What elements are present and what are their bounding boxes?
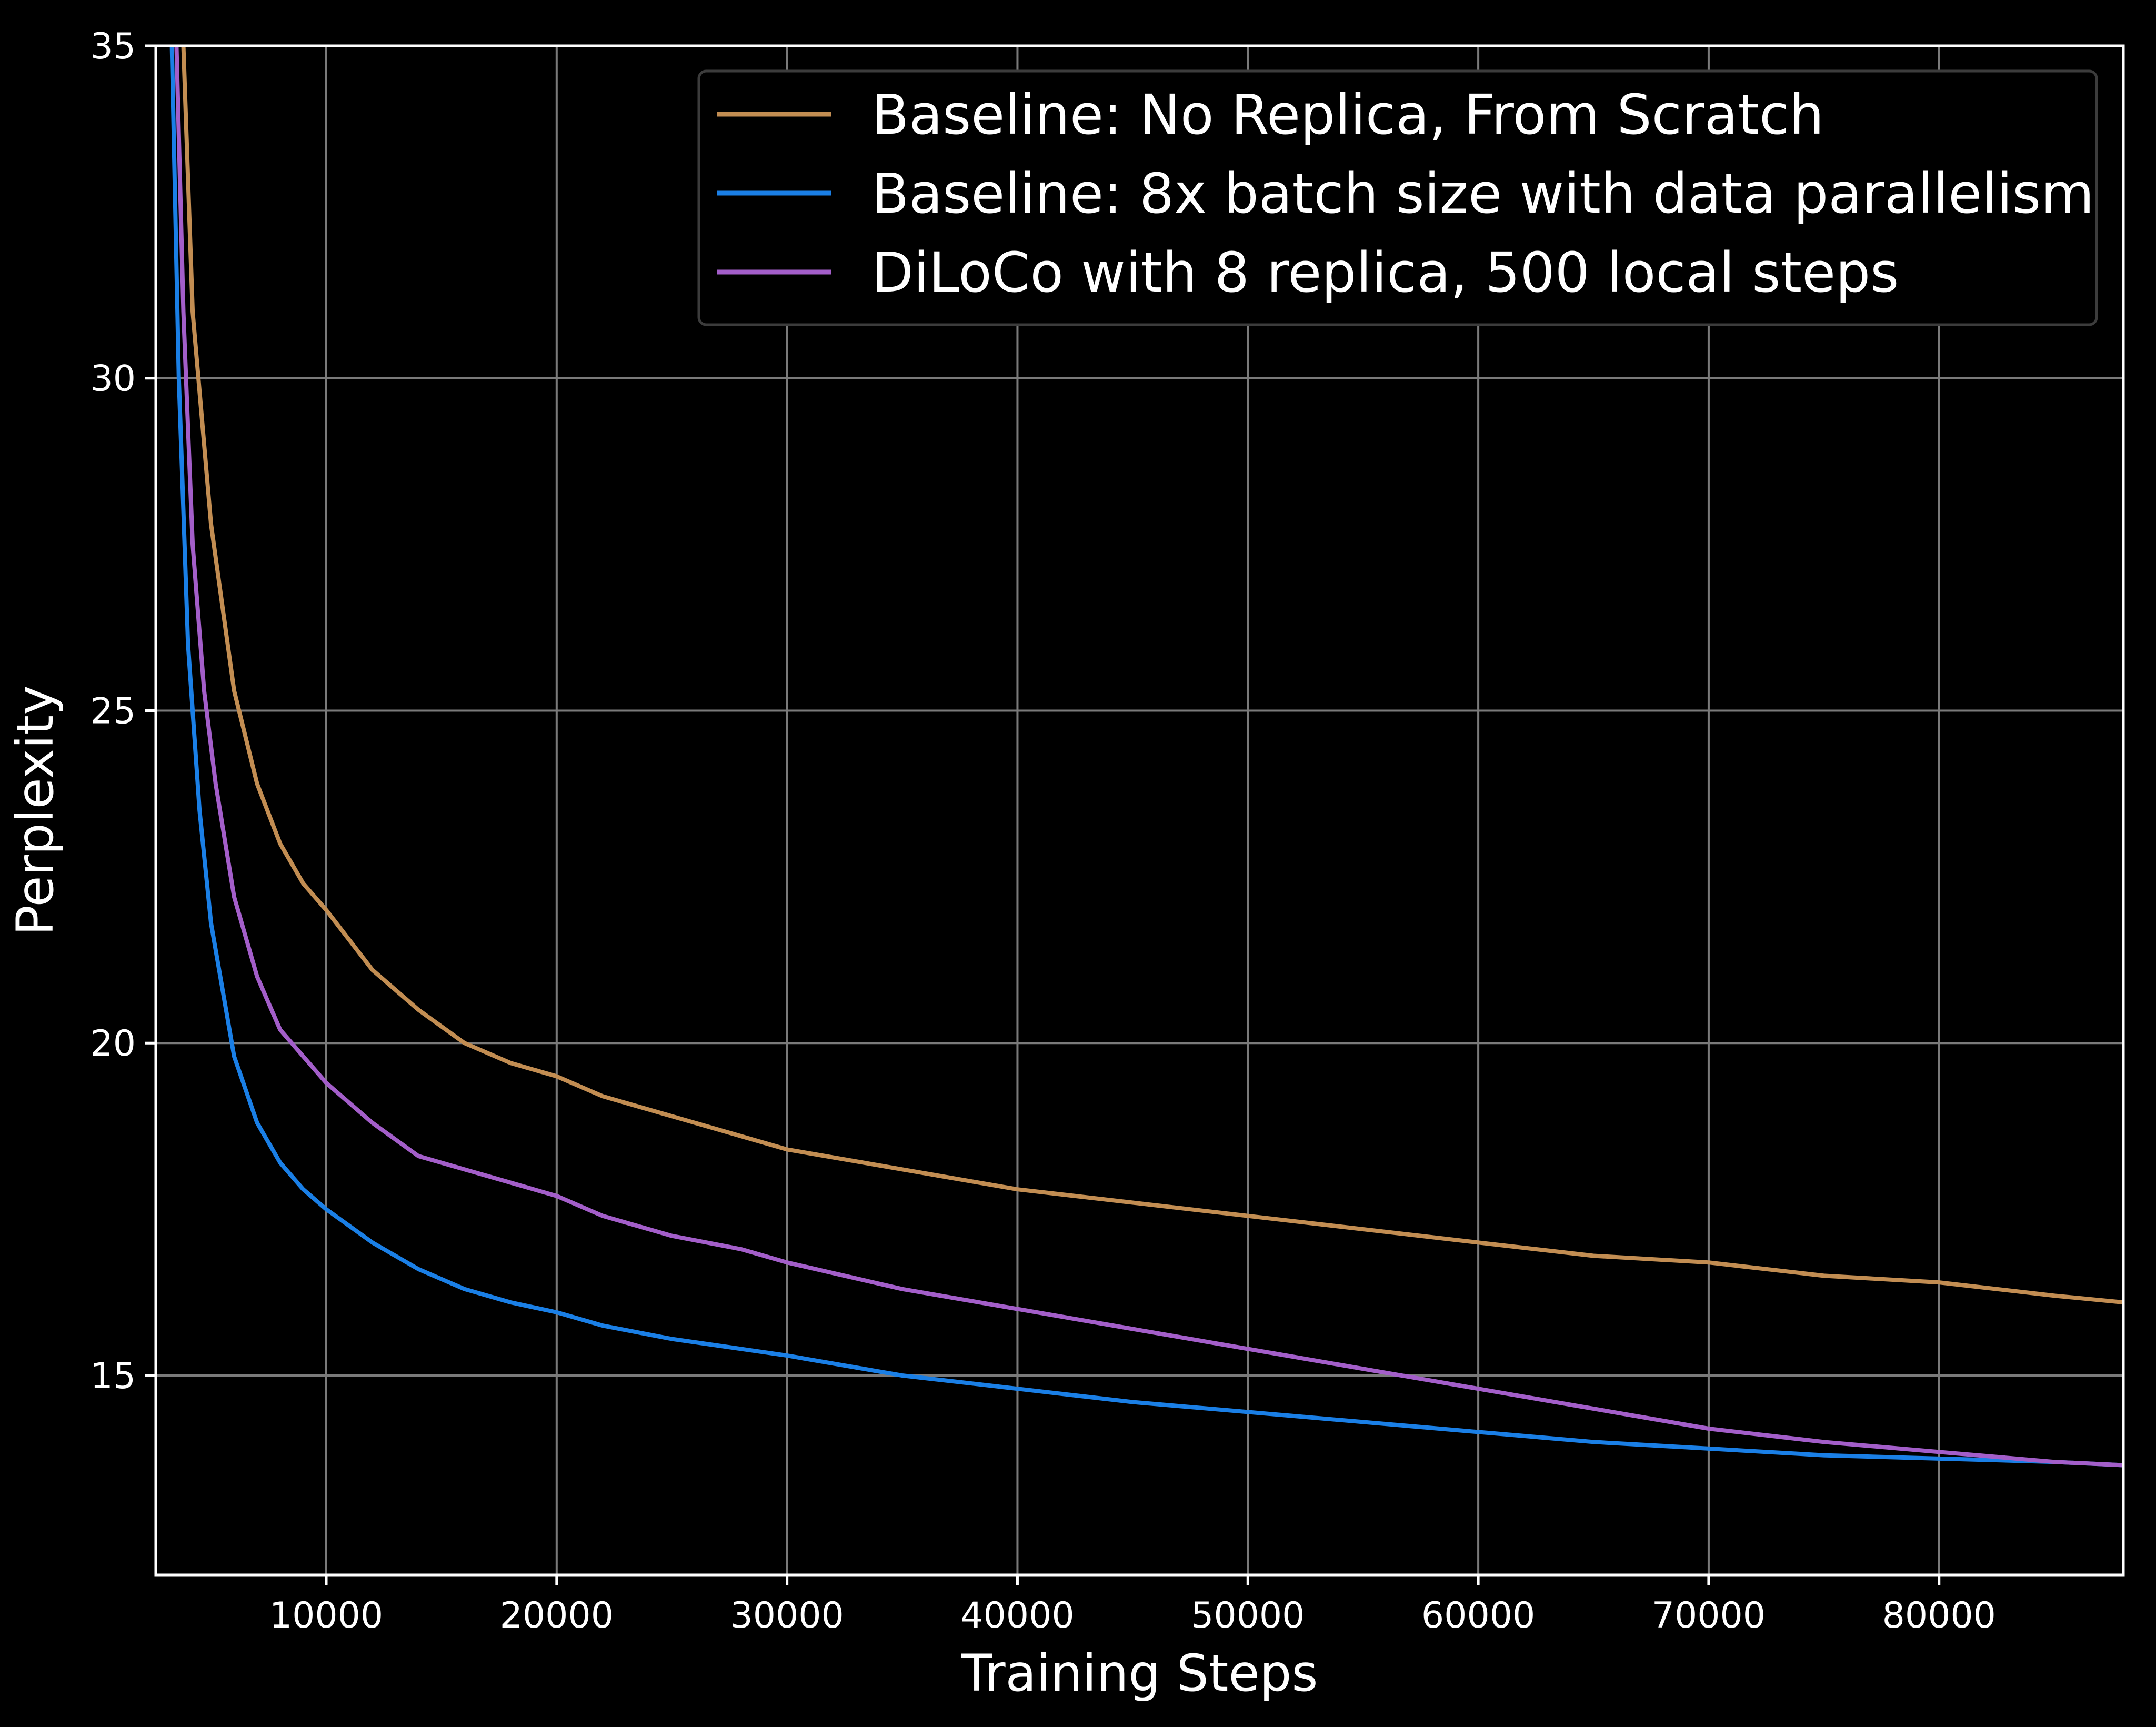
y-tick-label: 15 xyxy=(90,1356,136,1397)
y-tick-label: 30 xyxy=(90,358,136,400)
x-tick-label: 10000 xyxy=(269,1595,383,1636)
series-line-3 xyxy=(174,46,2123,1468)
x-axis-label: Training Steps xyxy=(961,1644,1318,1703)
legend-label-3: DiLoCo with 8 replica, 500 local steps xyxy=(871,240,1899,305)
tick-layer: 10000 20000 30000 40000 50000 60000 70000 80000… xyxy=(90,26,1995,1636)
legend: Baseline: No Replica, From Scratch Baseli… xyxy=(697,69,2098,326)
y-tick-label: 35 xyxy=(90,26,136,67)
x-tick-label: 50000 xyxy=(1191,1595,1305,1636)
x-tick-label: 40000 xyxy=(960,1595,1074,1636)
x-tick-label: 70000 xyxy=(1652,1595,1766,1636)
series-line-2 xyxy=(169,46,2123,1468)
x-tick-label: 80000 xyxy=(1882,1595,1996,1636)
y-axis-label: Perplexity xyxy=(6,685,65,936)
y-tick-label: 25 xyxy=(90,690,136,732)
x-tick-label: 60000 xyxy=(1421,1595,1535,1636)
x-tick-label: 30000 xyxy=(730,1595,844,1636)
x-tick-label: 20000 xyxy=(500,1595,614,1636)
legend-label-2: Baseline: 8x batch size with data parall… xyxy=(871,162,2094,226)
legend-label-1: Baseline: No Replica, From Scratch xyxy=(871,83,1824,147)
series-line-1 xyxy=(181,46,2123,1304)
legend-box xyxy=(697,69,2098,326)
plot-frame xyxy=(154,44,2125,1577)
series-layer xyxy=(169,46,2123,1468)
y-tick-label: 20 xyxy=(90,1023,136,1065)
